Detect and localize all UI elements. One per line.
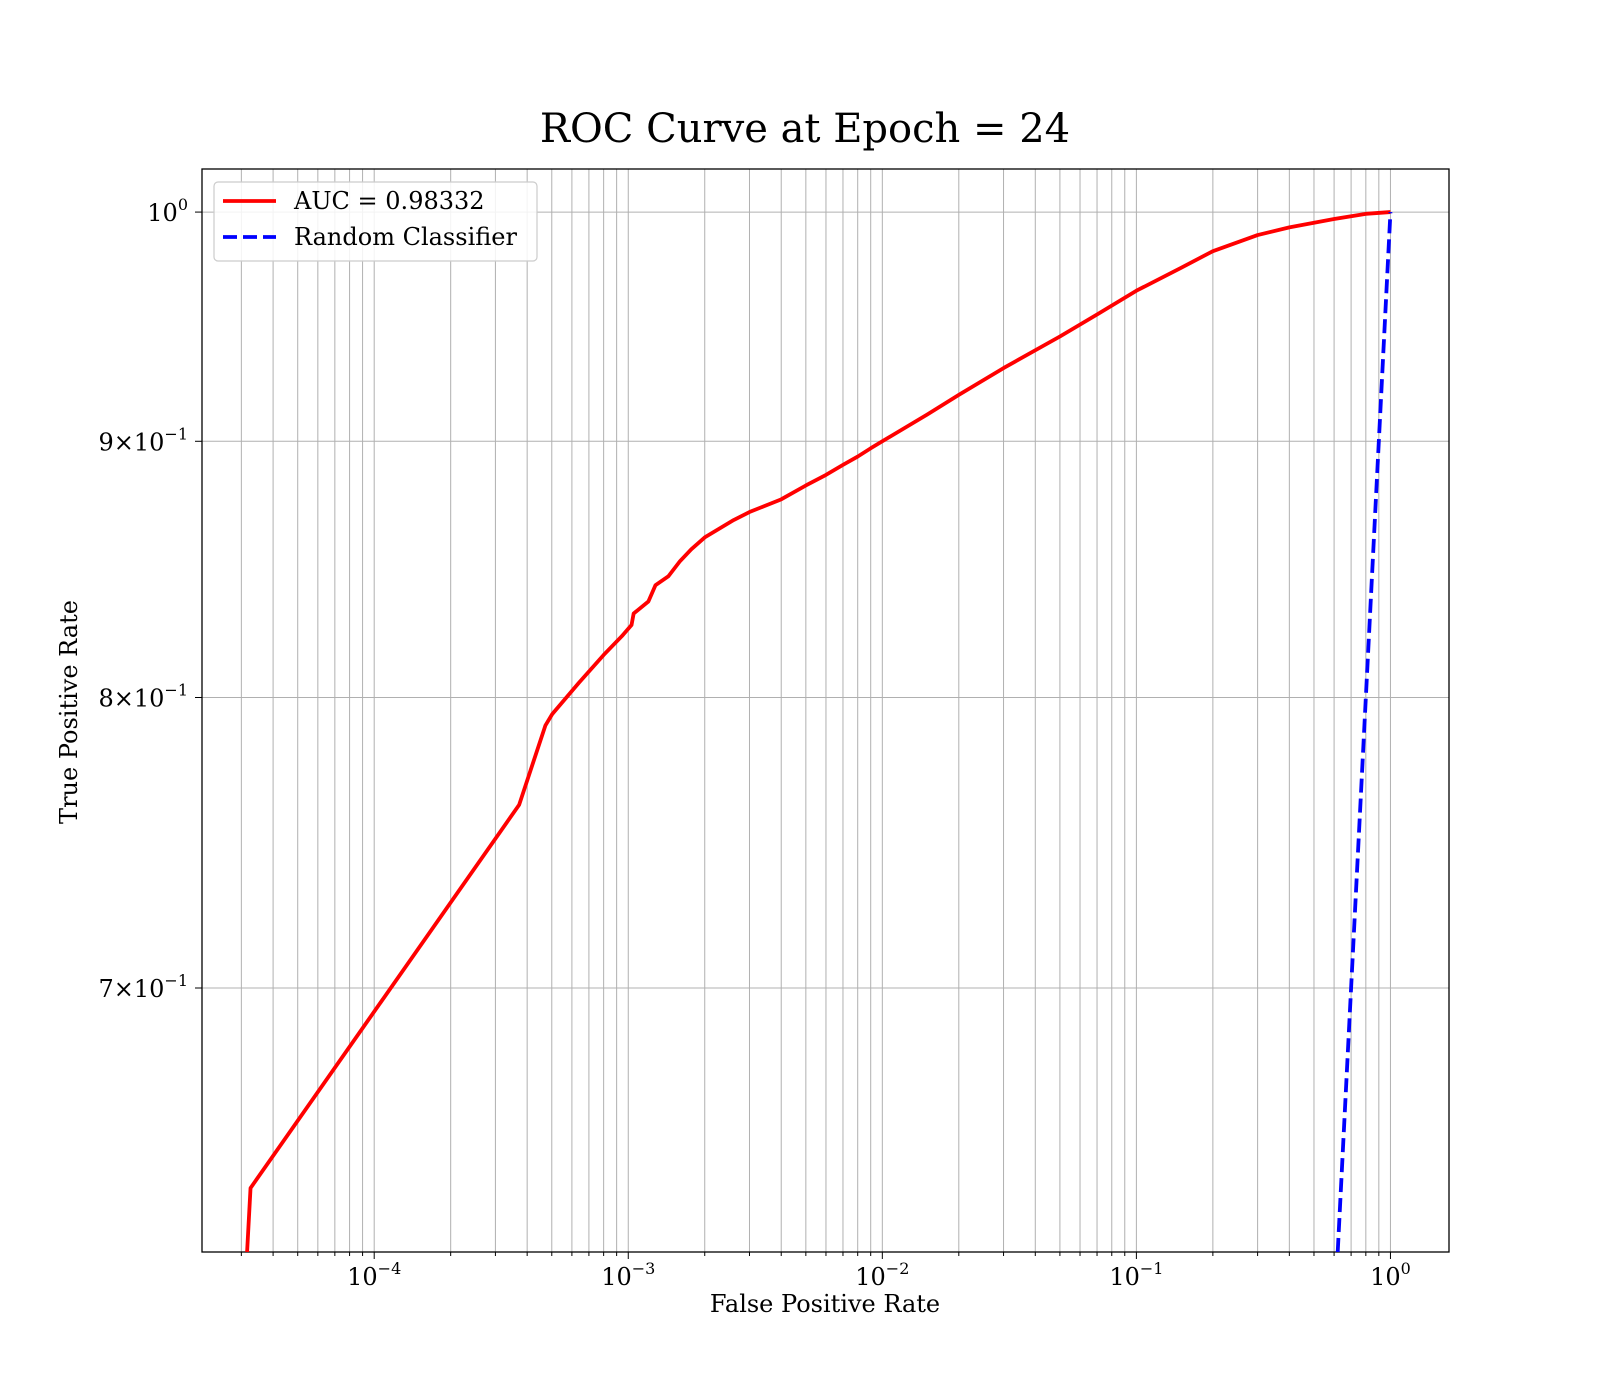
grid-lines	[202, 169, 1449, 1252]
x-axis-label: False Positive Rate	[710, 1290, 940, 1318]
x-tick-label: 10−3	[601, 1259, 655, 1291]
x-tick-label: 10−4	[347, 1259, 401, 1291]
legend-label-auc: AUC = 0.98332	[293, 187, 485, 215]
x-axis-ticks: 10−4 10−3 10−2 10−1 100	[240, 1252, 1411, 1291]
x-tick-label: 10−2	[855, 1259, 909, 1291]
y-tick-label: 9×10−1	[98, 424, 188, 456]
legend-label-random: Random Classifier	[294, 223, 517, 251]
y-tick-label: 8×10−1	[98, 681, 188, 713]
roc-curve-line	[245, 210, 1391, 1252]
y-tick-label: 7×10−1	[98, 971, 188, 1003]
y-axis-label: True Positive Rate	[55, 600, 83, 824]
x-tick-label: 100	[1370, 1259, 1411, 1291]
y-tick-label: 100	[147, 195, 188, 227]
legend: AUC = 0.98332 Random Classifier	[213, 181, 538, 262]
x-tick-label: 10−1	[1109, 1259, 1163, 1291]
legend-frame	[213, 181, 538, 262]
random-classifier-line	[1335, 211, 1393, 1252]
chart-title: ROC Curve at Epoch = 24	[540, 106, 1070, 152]
y-axis-ticks: 100 9×10−1 8×10−1 7×10−1	[98, 195, 202, 1003]
series-lines	[245, 210, 1393, 1252]
